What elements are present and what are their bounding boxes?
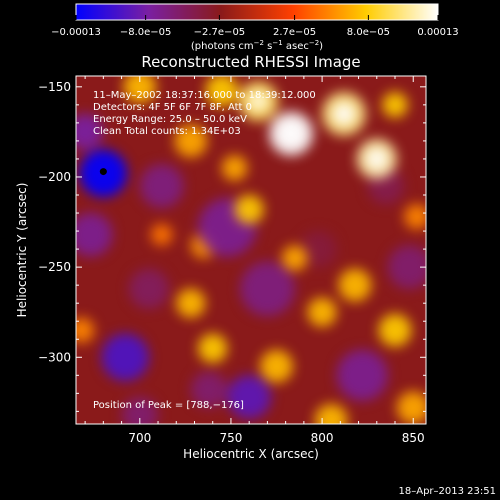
heatmap-blob [300,230,337,268]
heatmap-blob [382,92,408,118]
plot-frame [75,75,427,425]
heatmap-blob-core [280,122,303,145]
heatmap-blob-core [248,91,269,112]
axis-ticks: 700 750 800 850 −150 −200 −250 −300 [38,76,426,445]
annotation-peak-position: Position of Peak = [788,−176] [93,400,244,411]
colorbar-tick-label: 8.0e−05 [347,27,390,38]
annotation-date: 11–May–2002 18:37:16.000 to 18:39:12.000 [93,90,316,101]
heatmap-blob [176,288,206,318]
heatmap-blob [234,194,264,225]
heatmap-blob [240,261,295,317]
colorbar-tick-label: 2.7e−05 [273,27,316,38]
annotation-detectors: Detectors: 4F 5F 6F 7F 8F, Att 0 [93,102,252,113]
heatmap-blob [121,396,159,424]
heatmap-image [76,76,426,424]
heatmap-blob [139,164,184,208]
x-tick-label: 700 [128,431,151,445]
heatmap-blob [336,349,388,401]
heatmap-blob [101,333,149,381]
heatmap-blob [307,297,337,327]
y-tick-label: −250 [38,260,71,274]
heatmap-blob-core [333,102,355,125]
heatmap-blob-core [366,148,387,169]
heatmap-blob [404,203,426,230]
heatmap-blob [174,124,208,158]
heatmap-blob [190,371,228,408]
chart-title: Reconstructed RHESSI Image [141,53,360,71]
colorbar [75,3,439,21]
colorbar-tick-label: −2.7e−05 [194,27,246,38]
colorbar-tick-label: 0.00013 [417,27,458,38]
x-tick-label: 850 [402,431,425,445]
heatmap-blob [205,76,239,107]
heatmap-blob [387,245,426,289]
heatmap-blob [76,317,95,343]
x-axis-label: Heliocentric X (arcsec) [183,447,319,461]
colorbar-tick-label: −0.00013 [51,27,101,38]
heatmap-blob [378,313,412,347]
x-tick-label: 800 [311,431,334,445]
x-tick-label: 750 [219,431,242,445]
observation-annotations: 11–May–2002 18:37:16.000 to 18:39:12.000… [93,90,316,411]
y-tick-label: −300 [38,350,71,364]
intensity-marker [99,168,107,176]
heatmap-blob [396,391,426,424]
timestamp: 18–Apr–2013 23:51 [399,486,496,497]
y-tick-label: −150 [38,80,71,94]
heatmap-blob [128,268,169,309]
annotation-energy: Energy Range: 25.0 – 50.0 keV [93,114,247,125]
heatmap-blob [76,212,113,257]
heatmap-blob [150,223,173,246]
y-axis-label: Heliocentric Y (arcsec) [15,183,29,318]
heatmap-blob [198,333,228,363]
heatmap-blob [227,375,272,419]
y-tick-label: −200 [38,170,71,184]
heatmap-blob [281,245,308,271]
annotation-clean: Clean Total counts: 1.34E+03 [93,126,241,137]
colorbar-ticks: −0.00013 −8.0e−05 −2.7e−05 2.7e−05 8.0e−05 0.… [51,15,459,38]
colorbar-units: (photons cm−2 s−1 asec−2) [191,39,323,52]
heatmap-blob [260,349,293,383]
colorbar-tick-label: −8.0e−05 [120,27,172,38]
heatmap-blob [221,155,248,181]
heatmap-blob [338,268,372,302]
heatmap-blob [76,113,104,151]
heatmap-blob [314,403,348,424]
heatmap-blob [123,76,157,104]
